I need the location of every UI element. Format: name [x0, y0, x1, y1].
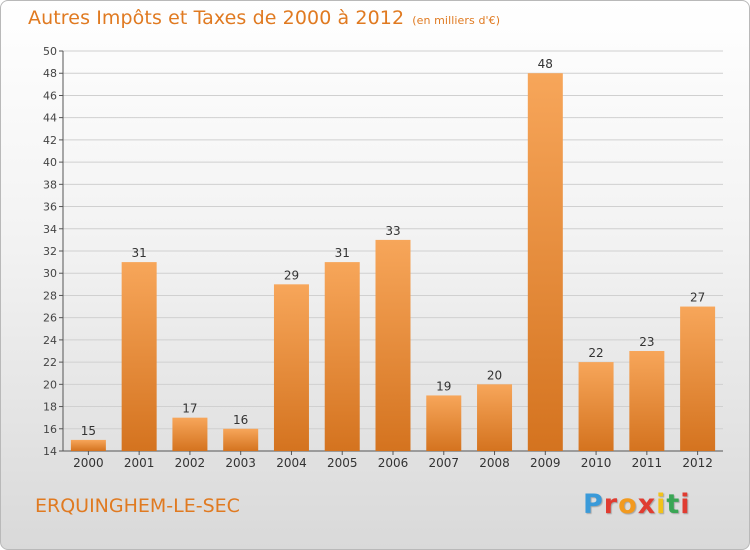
y-tick-label: 40: [43, 156, 57, 169]
data-label: 19: [436, 379, 451, 393]
logo-letter: t: [666, 489, 681, 520]
x-tick-label: 2011: [632, 456, 663, 470]
x-tick-label: 2007: [428, 456, 459, 470]
logo-letter: i: [680, 489, 691, 520]
y-tick-label: 34: [43, 223, 57, 236]
data-label: 31: [335, 246, 350, 260]
commune-name: ERQUINGHEM-LE-SEC: [35, 495, 240, 517]
y-tick-label: 24: [43, 334, 57, 347]
chart-title: Autres Impôts et Taxes de 2000 à 2012 (en…: [28, 7, 500, 29]
bar: [578, 362, 614, 451]
y-tick-label: 30: [43, 267, 57, 280]
y-tick-label: 20: [43, 378, 57, 391]
data-label: 20: [487, 368, 502, 382]
x-tick-label: 2006: [378, 456, 409, 470]
logo-letter: x: [637, 489, 657, 520]
y-tick-label: 26: [43, 312, 57, 325]
data-label: 48: [538, 57, 553, 71]
y-tick-label: 46: [43, 89, 57, 102]
bar: [426, 395, 462, 451]
y-tick-label: 28: [43, 289, 57, 302]
bar: [375, 239, 411, 451]
data-label: 27: [690, 291, 705, 305]
x-tick-label: 2012: [682, 456, 713, 470]
bar: [121, 262, 157, 451]
data-label: 22: [588, 346, 603, 360]
y-tick-label: 48: [43, 67, 57, 80]
y-tick-label: 14: [43, 445, 57, 458]
bar: [273, 284, 309, 451]
logo-letter: i: [656, 489, 667, 520]
data-label: 23: [639, 335, 654, 349]
x-tick-label: 2008: [479, 456, 510, 470]
data-label: 15: [81, 424, 96, 438]
x-tick-label: 2003: [225, 456, 256, 470]
y-tick-label: 36: [43, 201, 57, 214]
x-tick-label: 2002: [175, 456, 206, 470]
y-tick-label: 42: [43, 134, 57, 147]
data-label: 16: [233, 413, 248, 427]
bar: [527, 73, 563, 451]
bar: [70, 439, 106, 451]
logo-letter: r: [603, 489, 619, 520]
y-tick-label: 38: [43, 178, 57, 191]
y-tick-label: 32: [43, 245, 57, 258]
bar: [629, 351, 665, 451]
chart-title-text: Autres Impôts et Taxes de 2000 à 2012: [28, 7, 405, 29]
proxiti-logo: Proxiti: [583, 489, 691, 520]
y-tick-label: 44: [43, 112, 57, 125]
data-label: 31: [132, 246, 147, 260]
bar: [324, 262, 360, 451]
x-tick-label: 2000: [73, 456, 104, 470]
chart-unit: (en milliers d'€): [412, 14, 501, 27]
logo-letter: P: [583, 489, 604, 520]
y-tick-label: 50: [43, 45, 57, 58]
y-tick-label: 16: [43, 423, 57, 436]
bar: [172, 417, 208, 451]
x-tick-label: 2009: [530, 456, 561, 470]
data-label: 33: [385, 224, 400, 238]
x-tick-label: 2005: [327, 456, 358, 470]
x-tick-label: 2001: [124, 456, 155, 470]
logo-letter: o: [618, 489, 638, 520]
bar: [680, 306, 716, 451]
x-tick-label: 2004: [276, 456, 307, 470]
x-tick-label: 2010: [581, 456, 612, 470]
bar: [223, 428, 259, 451]
data-label: 17: [182, 402, 197, 416]
y-tick-label: 22: [43, 356, 57, 369]
data-label: 29: [284, 268, 299, 282]
y-tick-label: 18: [43, 401, 57, 414]
bar: [477, 384, 513, 451]
